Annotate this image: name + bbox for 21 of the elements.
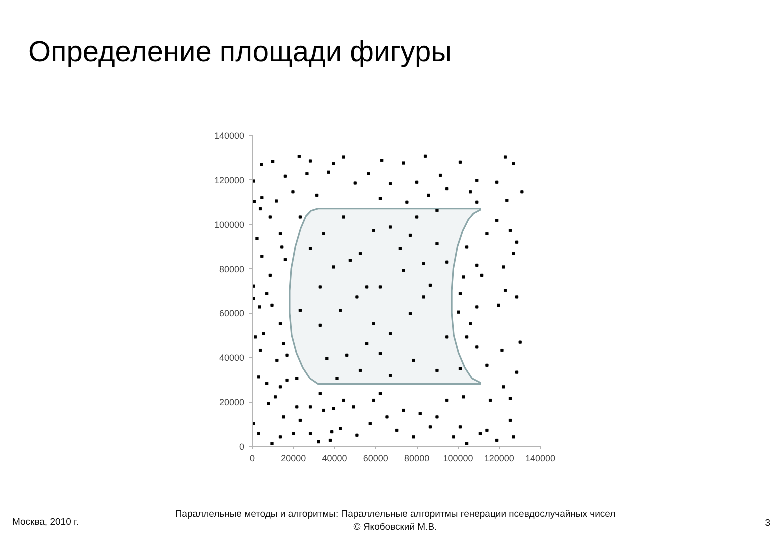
x-tick-label: 20000	[281, 454, 306, 464]
y-tick-label: 100000	[214, 220, 245, 230]
x-tick-label: 60000	[363, 454, 388, 464]
text: Москва, 2010 г.	[12, 517, 79, 528]
chart-title: Определение площади фигуры	[28, 36, 452, 68]
y-tick-label: 20000	[219, 398, 245, 408]
text: 3	[765, 518, 771, 529]
x-tick-label: 120000	[484, 454, 514, 464]
y-tick-label: 40000	[219, 353, 245, 364]
y-tick-label: 80000	[219, 264, 245, 274]
x-tick-label: 100000	[443, 454, 474, 464]
y-tick-label: 60000	[219, 308, 245, 319]
x-tick-label: 40000	[322, 454, 348, 464]
y-tick-label: 0	[239, 442, 245, 452]
x-tick-label: 140000	[525, 454, 556, 464]
text: Параллельные методы и алгоритмы: Параллельные алгоритмы генерации псевдослучайных чисел	[175, 509, 616, 520]
x-tick-label: 80000	[404, 454, 430, 464]
text: © Якобовский М.В.	[354, 522, 438, 533]
y-tick-label: 120000	[214, 175, 245, 186]
x-tick-label: 0	[250, 454, 256, 464]
y-tick-label: 140000	[214, 131, 245, 141]
